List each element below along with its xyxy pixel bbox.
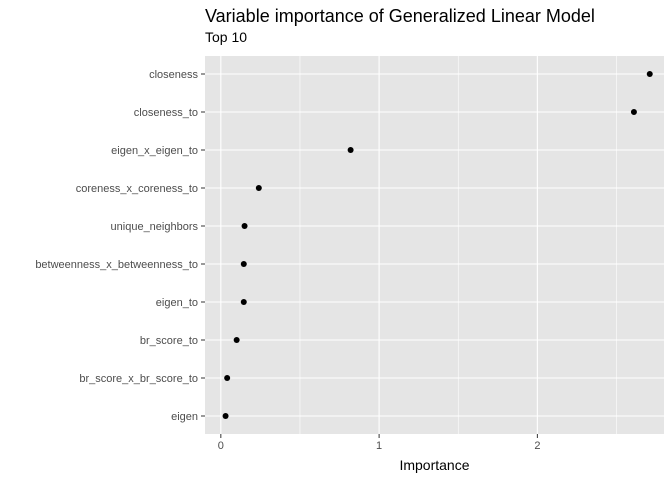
y-tick-label: eigen_to — [156, 297, 198, 309]
data-point — [224, 375, 231, 381]
data-point — [630, 109, 637, 115]
y-tick-label: unique_neighbors — [111, 221, 199, 233]
data-point — [240, 299, 247, 305]
data-point — [347, 147, 354, 153]
data-point — [241, 223, 248, 229]
y-tick-label: coreness_x_coreness_to — [76, 183, 198, 195]
x-tick-label: 1 — [376, 440, 382, 452]
y-tick-label: closeness_to — [134, 107, 198, 119]
data-point — [646, 71, 653, 77]
major-gridlines — [205, 56, 664, 434]
y-tick-label: closeness — [149, 69, 198, 81]
data-point — [233, 337, 240, 343]
data-point — [240, 261, 247, 267]
data-point — [222, 413, 229, 419]
y-tick-label: betweenness_x_betweenness_to — [35, 259, 198, 271]
data-points — [222, 71, 653, 419]
y-tick-label: br_score_to — [140, 335, 198, 347]
chart-title: Variable importance of Generalized Linea… — [205, 6, 595, 26]
data-point — [255, 185, 262, 191]
y-tick-label: eigen_x_eigen_to — [111, 145, 198, 157]
y-tick-label: eigen — [171, 411, 198, 423]
x-axis-title: Importance — [399, 457, 469, 473]
plot-panel — [205, 56, 664, 434]
chart-subtitle: Top 10 — [205, 29, 247, 45]
x-axis: 0 1 2 — [218, 434, 540, 452]
y-tick-label: br_score_x_br_score_to — [79, 373, 198, 385]
x-tick-label: 0 — [218, 440, 224, 452]
y-axis: closeness closeness_to eigen_x_eigen_tocor… — [35, 69, 205, 423]
x-tick-label: 2 — [534, 440, 540, 452]
minor-gridlines — [299, 56, 617, 434]
